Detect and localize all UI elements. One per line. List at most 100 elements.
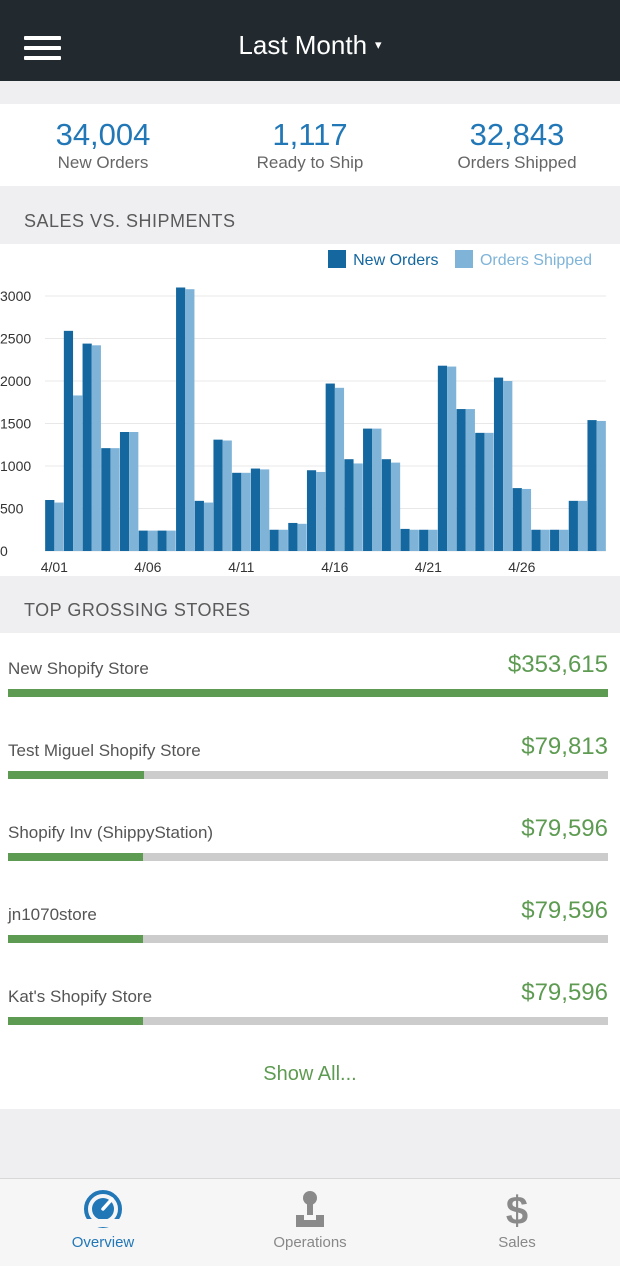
store-row[interactable]: Test Miguel Shopify Store $79,813 [8,715,608,785]
bar-new-orders [437,365,448,551]
section-header-stores: TOP GROSSING STORES [0,587,620,633]
y-tick-label: 0 [0,543,8,559]
bar-new-orders [306,470,317,551]
sales-shipments-chart: New Orders Orders Shipped 0 500 1000 1500 20… [0,244,620,576]
period-selector[interactable]: Last Month ▾ [0,30,620,61]
store-row[interactable]: Shopify Inv (ShippyStation) $79,596 [8,797,608,867]
bar-orders-shipped [484,432,494,551]
legend-swatch-new-orders [328,250,347,268]
bar-orders-shipped [521,488,532,551]
store-row[interactable]: jn1070store $79,596 [8,879,608,949]
y-tick-label: 500 [0,501,24,517]
store-progress-fill [8,1017,143,1025]
hamburger-icon[interactable] [24,36,61,60]
legend-swatch-orders-shipped [454,250,473,268]
bar-new-orders [138,530,148,551]
store-amount: $353,615 [507,651,608,678]
y-tick-label: 3000 [0,288,31,304]
top-stores-list: New Shopify Store $353,615 Test Miguel S… [0,633,620,1109]
stat-value: 34,004 [55,117,151,152]
store-progress-track [8,771,608,779]
bar-new-orders [194,500,204,551]
bar-orders-shipped [596,420,606,551]
stat-label: Ready to Ship [256,153,364,172]
bar-new-orders [82,343,92,551]
store-progress-track [8,689,608,697]
bar-orders-shipped [353,463,363,551]
chart-plot: 0 500 1000 1500 2000 2500 3000 4/01 4/06 4/11 4/16… [0,287,606,575]
tab-sales[interactable]: $ Sales [414,1179,620,1266]
bar-orders-shipped [129,432,139,551]
store-row[interactable]: Kat's Shopify Store $79,596 [8,961,608,1031]
store-name: Shopify Inv (ShippyStation) [8,823,214,842]
chart-legend: New Orders Orders Shipped [316,250,592,270]
bar-orders-shipped [372,428,382,551]
store-progress-fill [8,853,143,861]
operator-icon [296,1191,324,1227]
bar-orders-shipped [54,502,64,551]
bar-orders-shipped [297,523,307,551]
bar-orders-shipped [428,529,438,551]
bar-orders-shipped [390,462,401,551]
tab-label: Sales [498,1234,536,1251]
stat-orders-shipped[interactable]: 32,843 Orders Shipped [414,118,620,173]
stat-ready-to-ship[interactable]: 1,117 Ready to Ship [207,118,413,173]
tab-label: Overview [71,1234,135,1251]
store-amount: $79,596 [521,815,608,842]
bar-new-orders [63,330,74,551]
bar-new-orders [419,529,429,551]
top-bar: Last Month ▾ [0,0,620,81]
store-amount: $79,596 [521,897,608,924]
tab-label: Operations [273,1234,347,1251]
bar-new-orders [176,287,186,551]
bar-new-orders [363,428,373,551]
y-tick-label: 1500 [0,416,31,432]
summary-stats: 34,004 New Orders 1,117 Ready to Ship 32… [0,104,620,186]
y-tick-label: 1000 [0,458,31,474]
bar-new-orders [213,439,223,551]
bar-orders-shipped [203,502,214,551]
tab-overview[interactable]: Overview [0,1179,206,1266]
x-tick-label: 4/16 [321,559,348,575]
store-row[interactable]: New Shopify Store $353,615 [8,633,608,703]
bar-orders-shipped [166,530,176,551]
bar-new-orders [250,468,261,551]
stat-value: 1,117 [272,117,348,152]
show-all-link[interactable]: Show All... [263,1063,357,1085]
legend-item-orders-shipped[interactable]: Orders Shipped [454,250,592,270]
store-amount: $79,813 [521,733,608,760]
dollar-icon: $ [506,1189,528,1229]
bar-new-orders [101,448,111,551]
y-tick-label: 2500 [0,331,31,347]
store-progress-track [8,935,608,943]
bar-new-orders [45,500,55,551]
bar-orders-shipped [185,289,195,551]
bar-orders-shipped [241,472,251,551]
bar-orders-shipped [147,530,158,551]
bar-orders-shipped [465,409,475,551]
chevron-down-icon: ▾ [375,37,382,53]
gauge-icon [84,1190,122,1228]
store-progress-track [8,853,608,861]
bar-orders-shipped [503,381,513,551]
tab-operations[interactable]: Operations [207,1179,413,1266]
y-tick-label: 2000 [0,373,31,389]
bar-new-orders [232,472,242,551]
bar-new-orders [325,383,335,551]
bar-orders-shipped [91,345,101,551]
bar-orders-shipped [409,529,419,551]
x-tick-label: 4/11 [228,559,254,575]
bar-orders-shipped [334,387,345,551]
svg-text:$: $ [506,1189,528,1229]
bar-new-orders [568,500,578,551]
store-progress-track [8,1017,608,1025]
section-header-chart: SALES VS. SHIPMENTS [0,198,620,244]
x-tick-label: 4/26 [508,559,535,575]
store-amount: $79,596 [521,979,608,1006]
legend-item-new-orders[interactable]: New Orders [328,250,438,270]
store-progress-fill [8,771,144,779]
bar-orders-shipped [260,469,270,551]
stat-new-orders[interactable]: 34,004 New Orders [0,118,206,173]
bottom-tab-bar: Overview Operations $ Sales [0,1178,620,1266]
stat-label: Orders Shipped [457,153,577,172]
